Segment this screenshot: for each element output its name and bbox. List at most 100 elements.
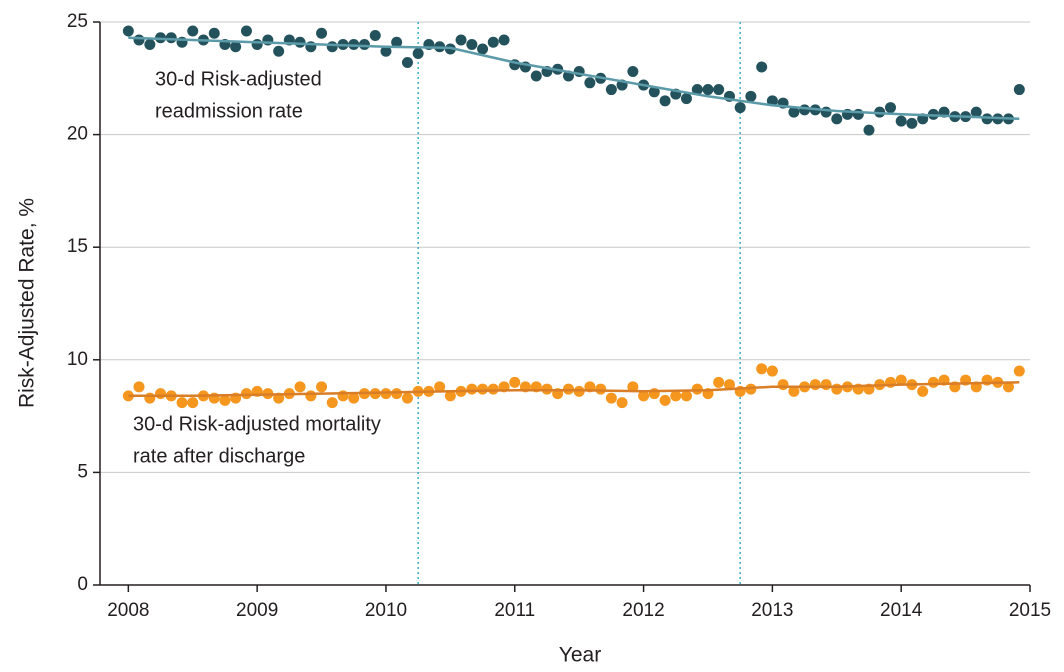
- data-point: [595, 383, 607, 395]
- data-point: [680, 390, 692, 402]
- x-tick-label: 2012: [622, 600, 664, 621]
- data-point: [498, 34, 510, 46]
- data-point: [230, 41, 242, 53]
- data-point: [766, 95, 778, 107]
- data-point: [273, 45, 285, 57]
- data-point: [788, 385, 800, 397]
- data-point: [820, 379, 832, 391]
- data-point: [1013, 365, 1025, 377]
- data-point: [487, 383, 499, 395]
- x-tick-label: 2014: [880, 600, 923, 621]
- x-tick-label: 2011: [494, 600, 535, 621]
- data-point: [401, 57, 413, 69]
- data-point: [455, 34, 467, 46]
- data-point: [659, 394, 671, 406]
- data-point: [885, 102, 896, 114]
- data-point: [316, 381, 328, 393]
- data-point: [208, 27, 220, 39]
- data-point: [1002, 381, 1014, 393]
- data-point: [820, 106, 832, 118]
- x-tick-label: 2008: [107, 600, 149, 621]
- data-point: [1013, 84, 1025, 96]
- data-point: [530, 70, 542, 82]
- x-tick-label: 2015: [1009, 600, 1051, 621]
- data-point: [358, 39, 370, 51]
- data-point: [852, 108, 864, 120]
- trend-line: [128, 36, 1020, 121]
- x-tick-label: 2009: [236, 600, 278, 621]
- data-point: [466, 383, 478, 395]
- data-point: [348, 392, 360, 404]
- series-annotation: readmission rate: [155, 100, 303, 122]
- data-point: [294, 36, 306, 48]
- data-point: [777, 379, 789, 391]
- data-point: [713, 376, 725, 388]
- data-point: [895, 374, 907, 386]
- data-point: [240, 388, 252, 400]
- data-point: [831, 383, 843, 395]
- data-point: [981, 113, 993, 125]
- data-point: [326, 397, 338, 409]
- data-point: [927, 376, 939, 388]
- data-point: [906, 117, 918, 129]
- data-point: [187, 25, 199, 37]
- data-point: [316, 27, 328, 39]
- y-tick-label: 10: [67, 349, 88, 370]
- data-point: [434, 381, 446, 393]
- data-point: [144, 39, 156, 51]
- y-tick-label: 0: [77, 574, 88, 595]
- x-axis-label: Year: [559, 644, 601, 667]
- data-point: [680, 93, 692, 105]
- data-point: [691, 84, 703, 96]
- data-point: [670, 390, 682, 402]
- data-point: [809, 379, 821, 391]
- data-point: [756, 61, 768, 73]
- data-point: [659, 95, 671, 107]
- data-point: [799, 104, 811, 116]
- data-point: [444, 390, 456, 402]
- data-point: [509, 376, 521, 388]
- y-tick-label: 5: [77, 461, 88, 482]
- y-tick-label: 20: [67, 124, 88, 145]
- data-point: [412, 48, 424, 60]
- data-point: [616, 397, 628, 409]
- data-point: [605, 84, 617, 96]
- x-tick-label: 2010: [365, 600, 407, 621]
- data-point: [863, 124, 875, 136]
- data-point: [756, 363, 768, 375]
- data-point: [380, 45, 392, 57]
- series-annotation: rate after discharge: [133, 445, 305, 467]
- data-point: [391, 36, 403, 48]
- y-tick-label: 15: [67, 236, 88, 257]
- y-tick-label: 25: [67, 11, 88, 32]
- series-annotation: 30-d Risk-adjusted mortality: [133, 413, 381, 435]
- data-point: [702, 84, 714, 96]
- data-point: [713, 84, 725, 96]
- data-point: [133, 34, 145, 46]
- data-point: [144, 392, 156, 404]
- data-point: [627, 66, 639, 78]
- data-point: [477, 383, 489, 395]
- series-annotation: 30-d Risk-adjusted: [155, 68, 322, 90]
- data-point: [723, 379, 735, 391]
- y-axis-label: Risk-Adjusted Rate, %: [16, 198, 39, 408]
- data-point: [648, 86, 660, 98]
- data-point: [155, 388, 167, 400]
- data-point: [734, 102, 746, 114]
- data-point: [766, 365, 778, 377]
- data-point: [251, 39, 263, 51]
- data-point: [477, 43, 489, 55]
- data-point: [401, 392, 413, 404]
- data-point: [187, 397, 199, 409]
- data-point: [176, 397, 188, 409]
- data-point: [240, 25, 252, 37]
- data-point: [326, 41, 338, 53]
- data-point: [122, 25, 134, 37]
- data-point: [605, 392, 617, 404]
- x-tick-label: 2013: [751, 600, 793, 621]
- trend-line: [128, 381, 1020, 398]
- data-point: [627, 381, 639, 393]
- data-point: [895, 115, 907, 127]
- data-point: [584, 77, 596, 89]
